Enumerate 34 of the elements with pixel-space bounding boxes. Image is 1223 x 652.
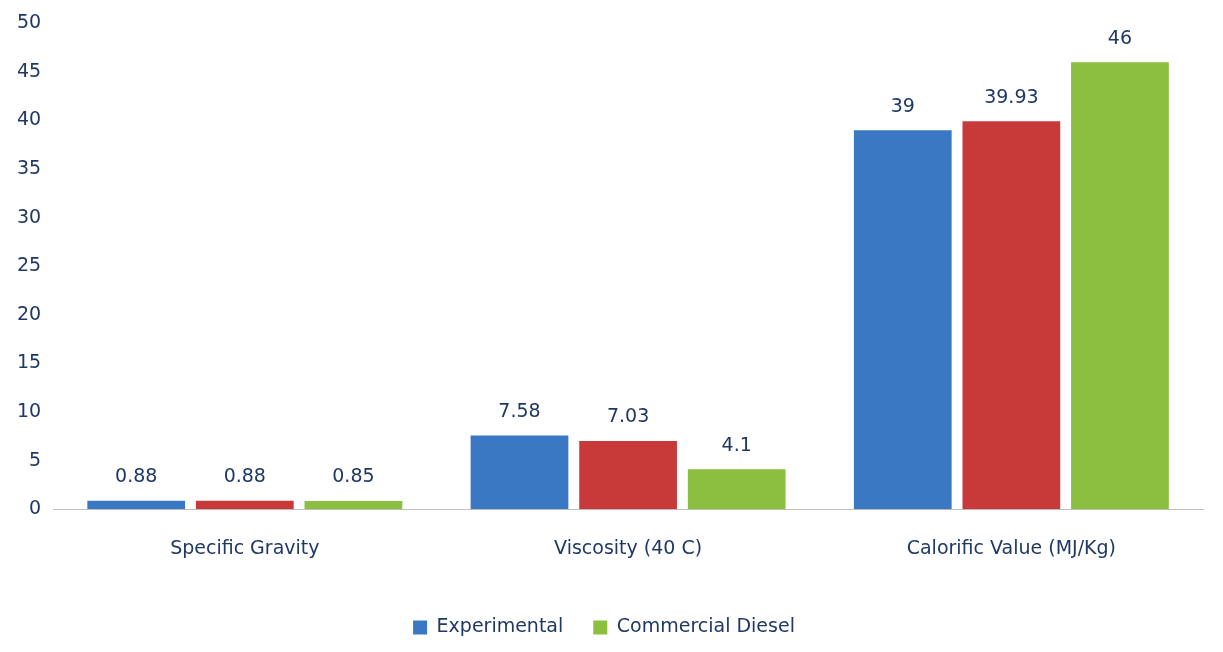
data-label: 0.88 xyxy=(223,464,266,487)
bar xyxy=(1071,62,1169,510)
bar xyxy=(87,500,186,510)
y-tick-label: 15 xyxy=(16,350,42,373)
y-tick-label: 30 xyxy=(16,204,42,227)
data-label: 39.93 xyxy=(984,84,1039,107)
data-label: 7.58 xyxy=(498,398,541,421)
bar xyxy=(962,121,1061,510)
data-label: 39 xyxy=(890,93,915,116)
data-label: 46 xyxy=(1107,25,1133,48)
data-label: 7.03 xyxy=(606,404,650,427)
bar xyxy=(470,435,569,510)
y-tick-label: 35 xyxy=(16,156,42,179)
y-tick-label: 10 xyxy=(16,398,42,421)
y-tick-label: 40 xyxy=(16,107,42,130)
y-tick-label: 0 xyxy=(29,496,42,519)
y-tick-label: 25 xyxy=(16,253,42,276)
data-label: 0.88 xyxy=(115,464,158,487)
y-tick-label: 45 xyxy=(16,58,42,81)
bar xyxy=(195,500,294,510)
y-tick-label: 5 xyxy=(29,447,42,470)
y-tick-label: 50 xyxy=(16,10,42,33)
bar xyxy=(687,469,786,510)
x-tick-label: Calorific Value (MJ/Kg) xyxy=(906,535,1117,558)
x-tick-label: Specific Gravity xyxy=(170,535,320,558)
legend-label: Commercial Diesel xyxy=(616,614,795,637)
bar xyxy=(579,440,677,510)
data-label: 4.1 xyxy=(721,432,752,455)
y-tick-label: 20 xyxy=(16,301,42,324)
bar xyxy=(853,130,952,510)
data-label: 0.85 xyxy=(332,464,375,487)
bar xyxy=(304,500,403,510)
x-tick-label: Viscosity (40 C) xyxy=(554,535,703,558)
legend-label: Experimental xyxy=(436,614,564,637)
